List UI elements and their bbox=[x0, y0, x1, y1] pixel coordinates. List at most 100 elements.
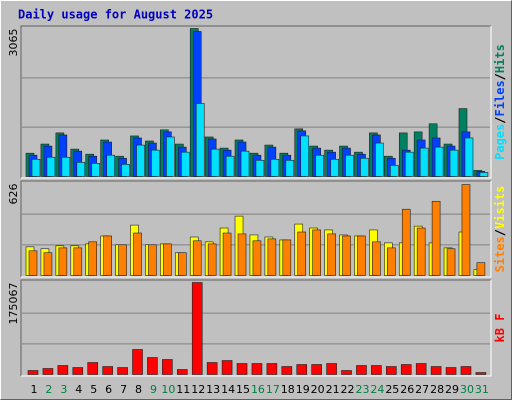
bar bbox=[210, 148, 220, 177]
x-tick-label: 15 bbox=[236, 383, 250, 396]
bar bbox=[434, 146, 444, 177]
x-tick-label: 14 bbox=[221, 383, 235, 396]
bar bbox=[121, 164, 130, 177]
bar bbox=[270, 158, 280, 177]
bar bbox=[88, 241, 98, 276]
bar bbox=[282, 239, 292, 276]
panel-bevel bbox=[20, 279, 491, 376]
x-tick-label: 10 bbox=[161, 383, 175, 396]
bar bbox=[166, 136, 175, 177]
x-tick-label: 16 bbox=[251, 383, 265, 396]
bar bbox=[252, 240, 262, 276]
bar bbox=[178, 252, 187, 276]
panel-bevel bbox=[20, 180, 491, 277]
bar bbox=[237, 233, 247, 276]
bar bbox=[476, 262, 486, 276]
y-max-label: 3065 bbox=[7, 29, 20, 57]
legend-entry: Visits bbox=[493, 186, 507, 229]
bar bbox=[162, 359, 173, 375]
bar bbox=[460, 366, 472, 375]
panel-bevel bbox=[21, 280, 492, 377]
bar bbox=[222, 232, 232, 276]
panel bbox=[21, 280, 491, 376]
bar bbox=[415, 363, 427, 375]
bar bbox=[341, 370, 352, 375]
x-tick-label: 29 bbox=[445, 383, 459, 396]
bar bbox=[57, 365, 69, 375]
x-tick-label: 26 bbox=[400, 383, 414, 396]
bar bbox=[401, 208, 411, 276]
bar bbox=[390, 165, 399, 177]
bar bbox=[296, 364, 308, 375]
x-tick-label: 12 bbox=[191, 383, 205, 396]
bar bbox=[431, 200, 441, 276]
legend: Pages/Files/Hits bbox=[493, 44, 507, 160]
bar bbox=[267, 238, 277, 276]
bar bbox=[315, 154, 324, 177]
x-tick-label: 31 bbox=[475, 383, 489, 396]
bar bbox=[181, 151, 190, 177]
x-tick-label: 20 bbox=[311, 383, 325, 396]
bar bbox=[430, 366, 442, 375]
bar bbox=[386, 366, 397, 375]
bar bbox=[192, 240, 202, 276]
x-tick-label: 19 bbox=[296, 383, 310, 396]
bar bbox=[102, 366, 113, 375]
bar bbox=[475, 372, 487, 375]
bar bbox=[76, 162, 86, 177]
legend-entry: Pages bbox=[493, 124, 507, 160]
bar bbox=[87, 362, 99, 375]
x-tick-label: 22 bbox=[341, 383, 355, 396]
x-tick-label: 30 bbox=[460, 383, 474, 396]
bar bbox=[300, 135, 310, 177]
x-tick-label: 28 bbox=[430, 383, 444, 396]
bar bbox=[163, 243, 172, 276]
legend-entry: Hits bbox=[493, 44, 507, 73]
bar bbox=[117, 367, 128, 375]
bar bbox=[404, 151, 414, 177]
bar bbox=[225, 155, 235, 177]
x-tick-label: 1 bbox=[31, 383, 38, 396]
x-tick-label: 25 bbox=[385, 383, 399, 396]
bar bbox=[177, 369, 188, 375]
bar bbox=[118, 244, 127, 276]
bar bbox=[446, 248, 456, 276]
bar bbox=[371, 365, 382, 375]
legend-entry: Files bbox=[493, 80, 507, 116]
bar bbox=[445, 367, 457, 375]
bar bbox=[31, 158, 41, 177]
bar bbox=[419, 147, 429, 177]
bar bbox=[148, 244, 157, 276]
bar bbox=[72, 367, 84, 375]
bar bbox=[136, 144, 145, 177]
bar bbox=[42, 368, 54, 375]
bar bbox=[240, 150, 250, 177]
bar bbox=[191, 282, 203, 375]
bar bbox=[360, 157, 369, 177]
legend-separator: / bbox=[493, 73, 507, 80]
bar bbox=[387, 247, 396, 276]
bar bbox=[312, 229, 321, 276]
bar bbox=[73, 247, 83, 276]
x-tick-label: 5 bbox=[90, 383, 97, 396]
x-tick-label: 27 bbox=[415, 383, 429, 396]
bar bbox=[221, 360, 233, 375]
x-tick-label: 21 bbox=[326, 383, 340, 396]
bar bbox=[330, 158, 339, 177]
bar bbox=[464, 137, 474, 177]
panel-bevel bbox=[20, 25, 491, 178]
bar bbox=[206, 362, 218, 375]
x-tick-label: 2 bbox=[45, 383, 52, 396]
legend-entry: kB F bbox=[493, 314, 507, 343]
legend-separator: / bbox=[493, 116, 507, 123]
bar bbox=[251, 363, 263, 375]
x-tick-label: 24 bbox=[370, 383, 384, 396]
bar bbox=[297, 231, 307, 276]
bar bbox=[132, 349, 143, 375]
x-tick-label: 4 bbox=[75, 383, 82, 396]
bar bbox=[28, 250, 38, 276]
bar bbox=[195, 103, 205, 177]
